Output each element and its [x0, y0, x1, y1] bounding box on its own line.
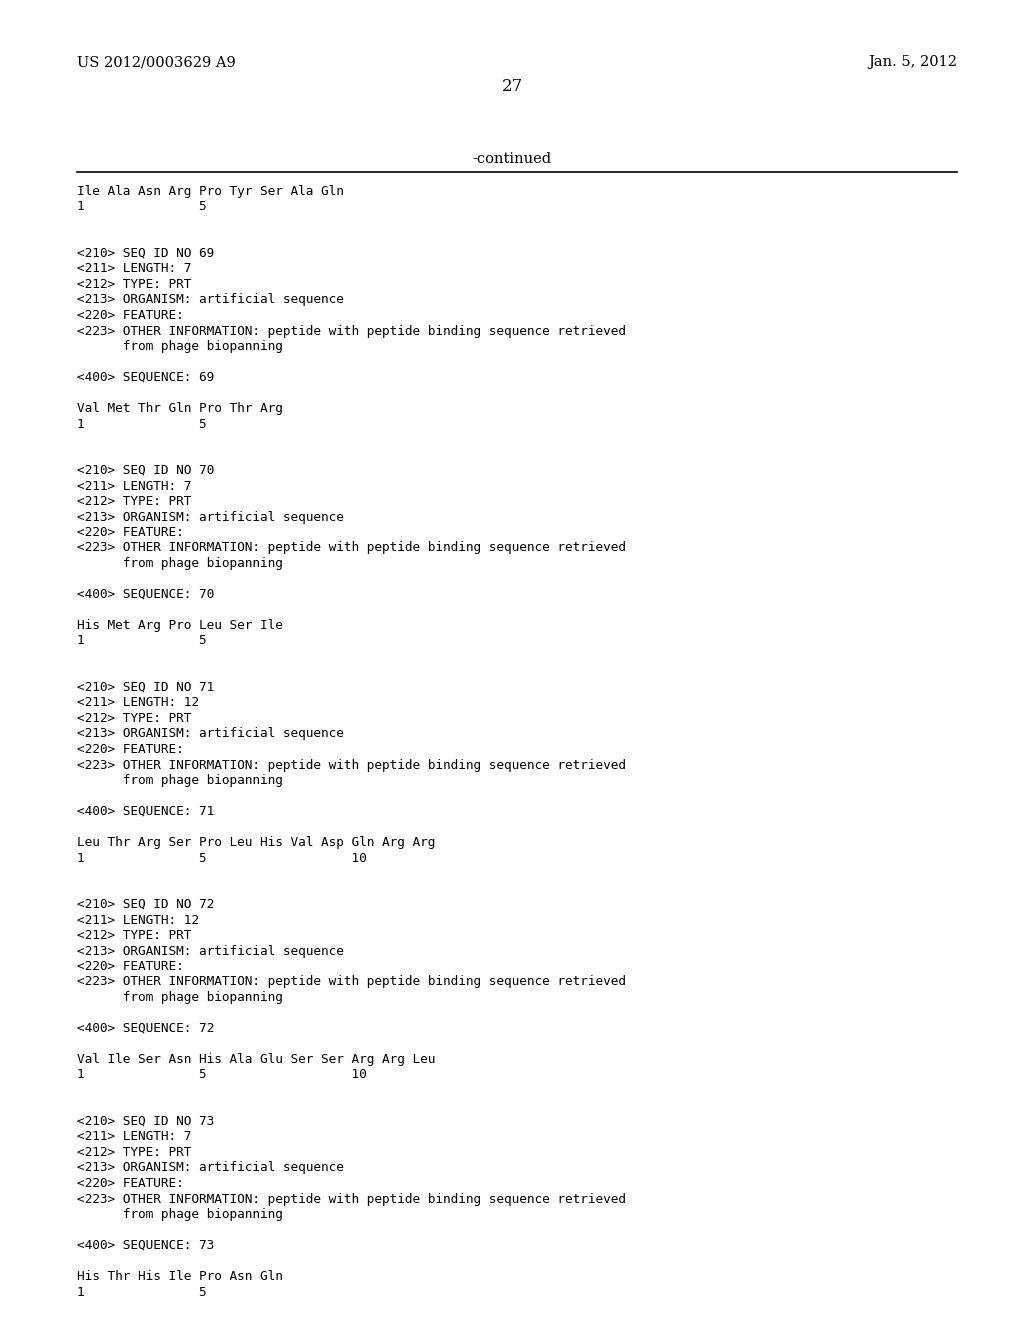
Text: <400> SEQUENCE: 69: <400> SEQUENCE: 69	[77, 371, 214, 384]
Text: <211> LENGTH: 7: <211> LENGTH: 7	[77, 479, 191, 492]
Text: <400> SEQUENCE: 73: <400> SEQUENCE: 73	[77, 1239, 214, 1251]
Text: <212> TYPE: PRT: <212> TYPE: PRT	[77, 1146, 191, 1159]
Text: <223> OTHER INFORMATION: peptide with peptide binding sequence retrieved: <223> OTHER INFORMATION: peptide with pe…	[77, 325, 626, 338]
Text: His Thr His Ile Pro Asn Gln: His Thr His Ile Pro Asn Gln	[77, 1270, 283, 1283]
Text: <220> FEATURE:: <220> FEATURE:	[77, 525, 183, 539]
Text: from phage biopanning: from phage biopanning	[77, 341, 283, 352]
Text: from phage biopanning: from phage biopanning	[77, 557, 283, 570]
Text: <210> SEQ ID NO 72: <210> SEQ ID NO 72	[77, 898, 214, 911]
Text: <213> ORGANISM: artificial sequence: <213> ORGANISM: artificial sequence	[77, 1162, 344, 1175]
Text: <400> SEQUENCE: 71: <400> SEQUENCE: 71	[77, 805, 214, 818]
Text: <223> OTHER INFORMATION: peptide with peptide binding sequence retrieved: <223> OTHER INFORMATION: peptide with pe…	[77, 975, 626, 989]
Text: Val Met Thr Gln Pro Thr Arg: Val Met Thr Gln Pro Thr Arg	[77, 403, 283, 414]
Text: -continued: -continued	[472, 152, 552, 166]
Text: <213> ORGANISM: artificial sequence: <213> ORGANISM: artificial sequence	[77, 511, 344, 524]
Text: 1               5                   10: 1 5 10	[77, 851, 367, 865]
Text: <220> FEATURE:: <220> FEATURE:	[77, 743, 183, 756]
Text: <213> ORGANISM: artificial sequence: <213> ORGANISM: artificial sequence	[77, 293, 344, 306]
Text: <212> TYPE: PRT: <212> TYPE: PRT	[77, 711, 191, 725]
Text: <213> ORGANISM: artificial sequence: <213> ORGANISM: artificial sequence	[77, 727, 344, 741]
Text: <212> TYPE: PRT: <212> TYPE: PRT	[77, 495, 191, 508]
Text: Jan. 5, 2012: Jan. 5, 2012	[868, 55, 957, 69]
Text: 1               5                   10: 1 5 10	[77, 1068, 367, 1081]
Text: His Met Arg Pro Leu Ser Ile: His Met Arg Pro Leu Ser Ile	[77, 619, 283, 632]
Text: <220> FEATURE:: <220> FEATURE:	[77, 309, 183, 322]
Text: <213> ORGANISM: artificial sequence: <213> ORGANISM: artificial sequence	[77, 945, 344, 957]
Text: <211> LENGTH: 7: <211> LENGTH: 7	[77, 1130, 191, 1143]
Text: <210> SEQ ID NO 69: <210> SEQ ID NO 69	[77, 247, 214, 260]
Text: <223> OTHER INFORMATION: peptide with peptide binding sequence retrieved: <223> OTHER INFORMATION: peptide with pe…	[77, 759, 626, 771]
Text: <223> OTHER INFORMATION: peptide with peptide binding sequence retrieved: <223> OTHER INFORMATION: peptide with pe…	[77, 541, 626, 554]
Text: <400> SEQUENCE: 72: <400> SEQUENCE: 72	[77, 1022, 214, 1035]
Text: <211> LENGTH: 7: <211> LENGTH: 7	[77, 263, 191, 276]
Text: from phage biopanning: from phage biopanning	[77, 991, 283, 1005]
Text: Val Ile Ser Asn His Ala Glu Ser Ser Arg Arg Leu: Val Ile Ser Asn His Ala Glu Ser Ser Arg …	[77, 1053, 435, 1067]
Text: <400> SEQUENCE: 70: <400> SEQUENCE: 70	[77, 587, 214, 601]
Text: <212> TYPE: PRT: <212> TYPE: PRT	[77, 929, 191, 942]
Text: <212> TYPE: PRT: <212> TYPE: PRT	[77, 279, 191, 290]
Text: 1               5: 1 5	[77, 1286, 207, 1299]
Text: 27: 27	[502, 78, 522, 95]
Text: <211> LENGTH: 12: <211> LENGTH: 12	[77, 913, 199, 927]
Text: 1               5: 1 5	[77, 635, 207, 648]
Text: <220> FEATURE:: <220> FEATURE:	[77, 1177, 183, 1191]
Text: 1               5: 1 5	[77, 201, 207, 214]
Text: <210> SEQ ID NO 73: <210> SEQ ID NO 73	[77, 1115, 214, 1129]
Text: <210> SEQ ID NO 70: <210> SEQ ID NO 70	[77, 465, 214, 477]
Text: <223> OTHER INFORMATION: peptide with peptide binding sequence retrieved: <223> OTHER INFORMATION: peptide with pe…	[77, 1192, 626, 1205]
Text: US 2012/0003629 A9: US 2012/0003629 A9	[77, 55, 236, 69]
Text: <211> LENGTH: 12: <211> LENGTH: 12	[77, 697, 199, 710]
Text: <210> SEQ ID NO 71: <210> SEQ ID NO 71	[77, 681, 214, 694]
Text: 1               5: 1 5	[77, 417, 207, 430]
Text: from phage biopanning: from phage biopanning	[77, 1208, 283, 1221]
Text: Leu Thr Arg Ser Pro Leu His Val Asp Gln Arg Arg: Leu Thr Arg Ser Pro Leu His Val Asp Gln …	[77, 836, 435, 849]
Text: <220> FEATURE:: <220> FEATURE:	[77, 960, 183, 973]
Text: Ile Ala Asn Arg Pro Tyr Ser Ala Gln: Ile Ala Asn Arg Pro Tyr Ser Ala Gln	[77, 185, 344, 198]
Text: from phage biopanning: from phage biopanning	[77, 774, 283, 787]
